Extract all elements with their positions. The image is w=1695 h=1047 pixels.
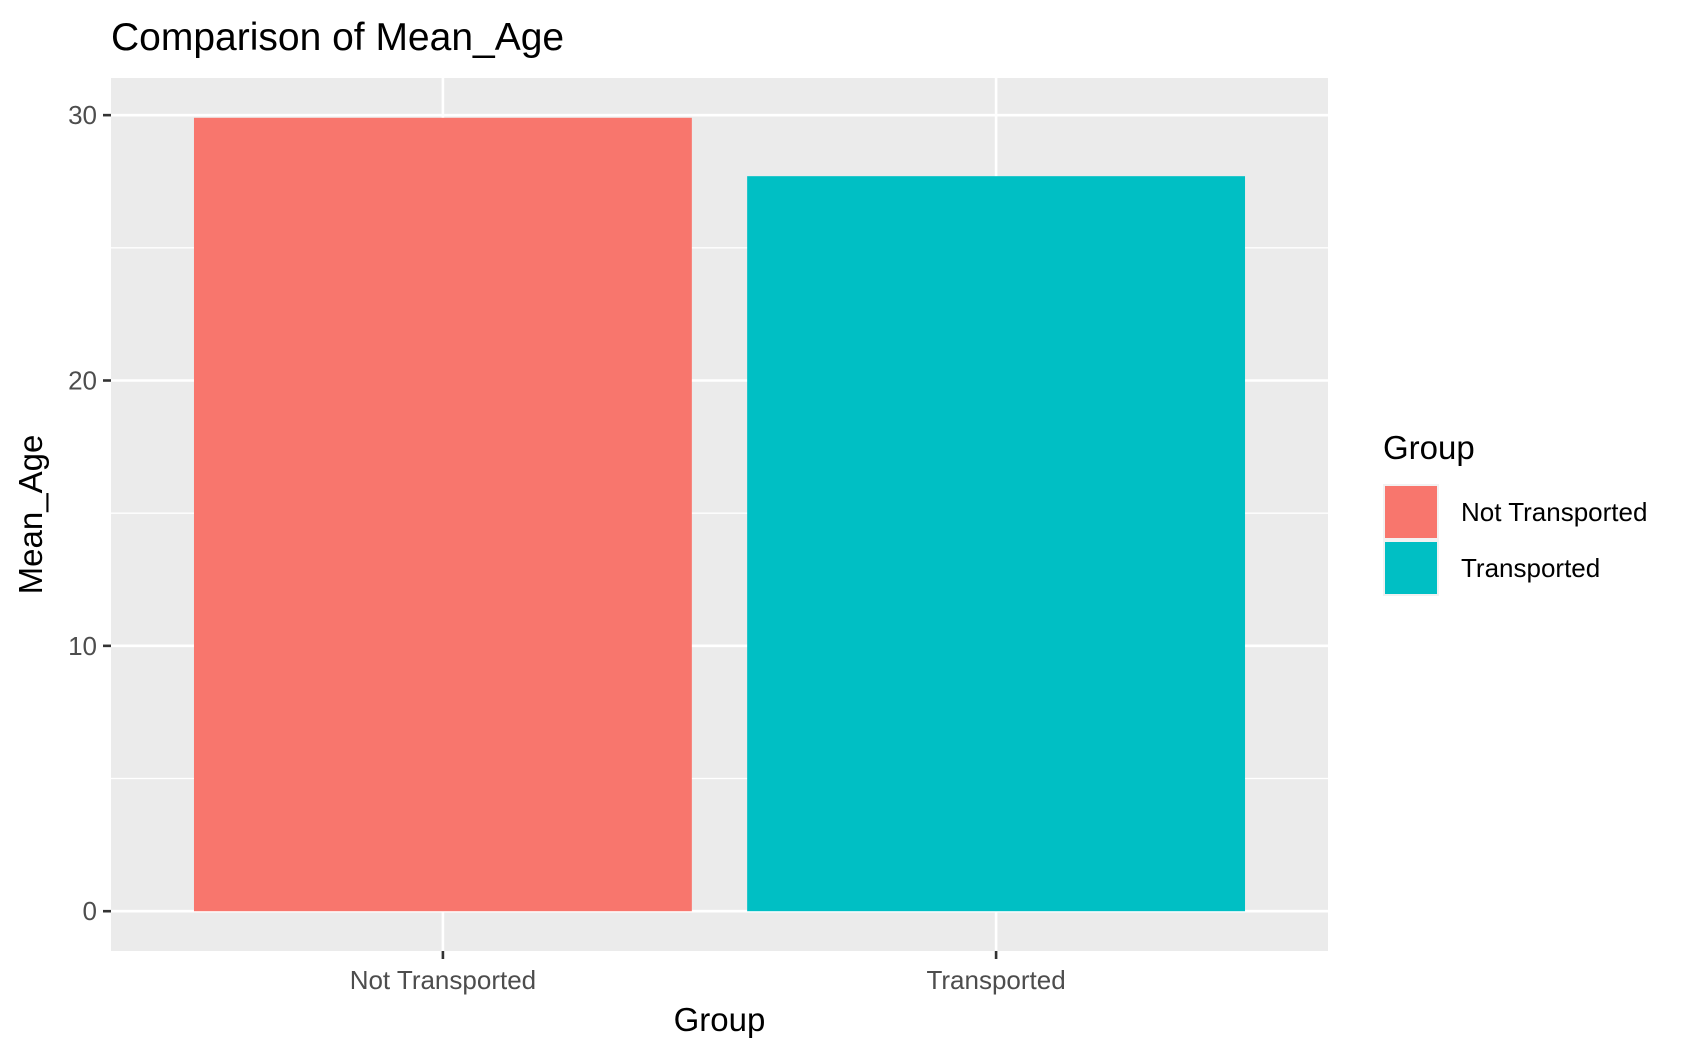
legend-label: Not Transported bbox=[1461, 497, 1647, 527]
y-axis-title: Mean_Age bbox=[12, 435, 49, 595]
y-axis: 0 10 20 30 bbox=[68, 100, 111, 926]
x-axis: Not Transported Transported bbox=[350, 951, 1066, 995]
y-tick-label: 20 bbox=[68, 365, 97, 395]
x-tick-label: Not Transported bbox=[350, 965, 536, 995]
legend-label: Transported bbox=[1461, 553, 1600, 583]
legend-title: Group bbox=[1383, 429, 1475, 466]
legend: Group Not Transported Transported bbox=[1383, 429, 1647, 596]
y-tick-label: 0 bbox=[83, 896, 97, 926]
legend-swatch bbox=[1385, 486, 1437, 538]
bars bbox=[193, 117, 1246, 912]
plot-panel bbox=[111, 78, 1328, 951]
y-tick-label: 30 bbox=[68, 100, 97, 130]
legend-entries: Not Transported Transported bbox=[1383, 484, 1647, 596]
legend-swatch bbox=[1385, 542, 1437, 594]
x-tick-label: Transported bbox=[926, 965, 1065, 995]
y-tick-label: 10 bbox=[68, 631, 97, 661]
chart-title: Comparison of Mean_Age bbox=[111, 16, 564, 59]
bar-transported bbox=[747, 176, 1246, 912]
x-axis-title: Group bbox=[674, 1001, 766, 1038]
bar-not-transported bbox=[193, 117, 692, 912]
